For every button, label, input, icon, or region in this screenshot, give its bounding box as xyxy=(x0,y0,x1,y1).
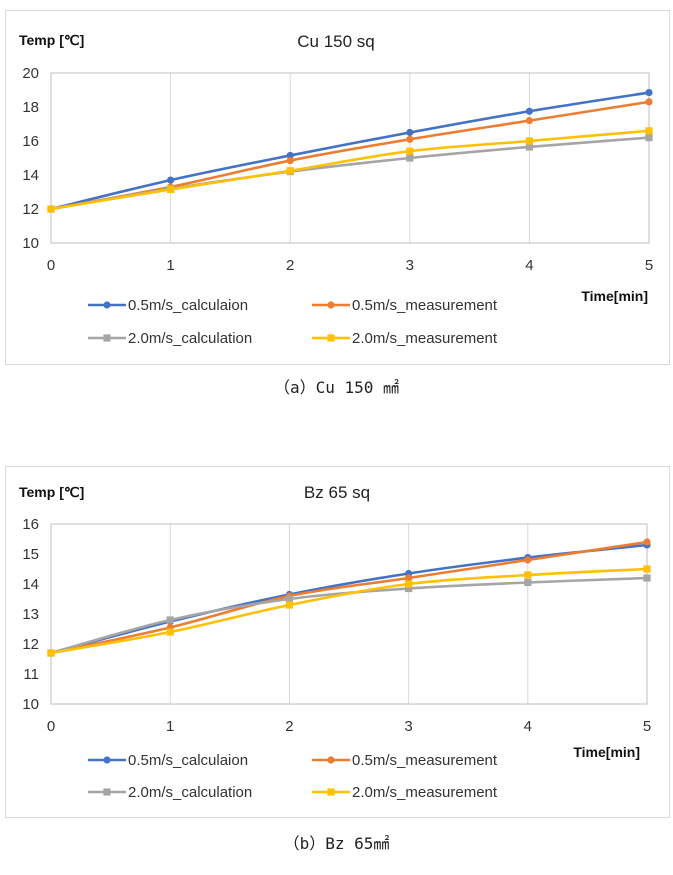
data-point xyxy=(405,580,413,588)
data-point xyxy=(643,538,651,546)
x-tick-label: 3 xyxy=(406,257,414,274)
data-point xyxy=(406,135,414,143)
legend-label: 2.0m/s_calculation xyxy=(128,784,252,801)
y-axis-label: Temp [℃] xyxy=(19,484,84,500)
data-point xyxy=(166,616,174,624)
legend-label: 2.0m/s_measurement xyxy=(352,784,498,801)
chart-title: Cu 150 sq xyxy=(297,32,375,51)
y-tick-label: 10 xyxy=(22,696,39,713)
data-point xyxy=(406,128,414,137)
y-axis-label: Temp [℃] xyxy=(19,32,84,48)
plot-area xyxy=(50,523,648,705)
x-tick-label: 3 xyxy=(404,718,412,735)
legend-label: 0.5m/s_measurement xyxy=(352,752,498,769)
figure-caption-b: （b）Bz 65㎟ xyxy=(283,834,390,853)
y-tick-label: 11 xyxy=(23,666,39,683)
x-tick-label: 2 xyxy=(286,257,294,274)
x-tick-label: 5 xyxy=(643,718,651,735)
data-point xyxy=(406,154,414,162)
data-point xyxy=(47,649,55,657)
legend-label: 2.0m/s_calculation xyxy=(128,330,252,347)
data-point xyxy=(286,156,294,165)
legend-label: 0.5m/s_calculaion xyxy=(128,752,248,769)
x-tick-label: 4 xyxy=(525,257,533,274)
data-point xyxy=(524,571,532,579)
data-point xyxy=(405,584,413,593)
y-tick-label: 12 xyxy=(22,636,39,653)
data-point xyxy=(286,151,294,160)
chart-panel-cu: Temp [℃] Cu 150 sq Time[min] 10 12 14 16 18 20 0 1… xyxy=(5,10,670,365)
legend-label: 2.0m/s_measurement xyxy=(352,330,498,347)
series-line xyxy=(50,576,648,655)
x-tick-label: 1 xyxy=(166,718,174,735)
data-point xyxy=(286,167,294,175)
y-tick-label: 20 xyxy=(22,65,39,82)
chart-panel-bz: Temp [℃] Bz 65 sq Time[min] 10 11 12 13 14 15 16 0… xyxy=(5,466,670,818)
y-tick-label: 15 xyxy=(22,546,39,563)
data-point xyxy=(645,98,653,106)
data-point xyxy=(525,107,534,115)
x-tick-label: 0 xyxy=(47,718,55,735)
y-tick-label: 13 xyxy=(22,606,39,623)
legend-label: 0.5m/s_measurement xyxy=(352,297,498,314)
data-point xyxy=(406,147,414,155)
x-tick-label: 2 xyxy=(285,718,293,735)
data-point xyxy=(525,143,533,151)
x-tick-label: 1 xyxy=(166,257,174,274)
series-line xyxy=(50,567,648,655)
data-point xyxy=(166,628,174,636)
figure-caption-a: （a）Cu 150 ㎟ xyxy=(273,378,400,397)
legend-label: 0.5m/s_calculaion xyxy=(128,297,248,314)
chart-bz-svg: Temp [℃] Bz 65 sqTime[min]101112131415160… xyxy=(19,483,651,801)
series-line xyxy=(50,91,650,211)
x-tick-label: 5 xyxy=(645,257,653,274)
data-point xyxy=(524,578,532,587)
x-tick-label: 0 xyxy=(47,257,55,274)
legend-marker xyxy=(327,301,335,309)
legend-marker xyxy=(327,334,335,342)
legend-marker xyxy=(103,334,111,342)
data-point xyxy=(645,127,653,135)
data-point xyxy=(643,565,651,573)
legend-marker xyxy=(327,788,335,796)
y-tick-label: 14 xyxy=(22,576,39,593)
y-tick-label: 10 xyxy=(22,235,39,252)
y-tick-label: 18 xyxy=(22,99,39,116)
series-line xyxy=(50,129,650,211)
data-point xyxy=(405,574,413,582)
legend-marker xyxy=(103,788,111,796)
data-point xyxy=(47,205,55,213)
x-axis-label: Time[min] xyxy=(573,744,640,760)
data-point xyxy=(285,601,293,609)
legend-marker xyxy=(103,756,111,764)
y-tick-label: 16 xyxy=(22,133,39,150)
data-point xyxy=(525,117,534,125)
data-point xyxy=(285,595,293,603)
x-axis-label: Time[min] xyxy=(581,288,648,304)
legend-marker xyxy=(103,301,111,309)
plot-area xyxy=(50,72,650,244)
x-tick-label: 4 xyxy=(524,718,532,735)
data-point xyxy=(525,137,533,145)
y-tick-label: 12 xyxy=(22,201,39,218)
chart-title: Bz 65 sq xyxy=(304,483,370,502)
data-point xyxy=(167,176,175,184)
data-point xyxy=(645,88,653,97)
data-point xyxy=(524,556,532,564)
data-point xyxy=(643,574,651,582)
series-line xyxy=(50,543,648,655)
data-point xyxy=(645,134,653,142)
data-point xyxy=(167,185,175,194)
y-tick-label: 14 xyxy=(22,167,39,184)
legend-marker xyxy=(327,756,335,764)
series-line xyxy=(50,540,648,655)
y-tick-label: 16 xyxy=(22,516,39,533)
